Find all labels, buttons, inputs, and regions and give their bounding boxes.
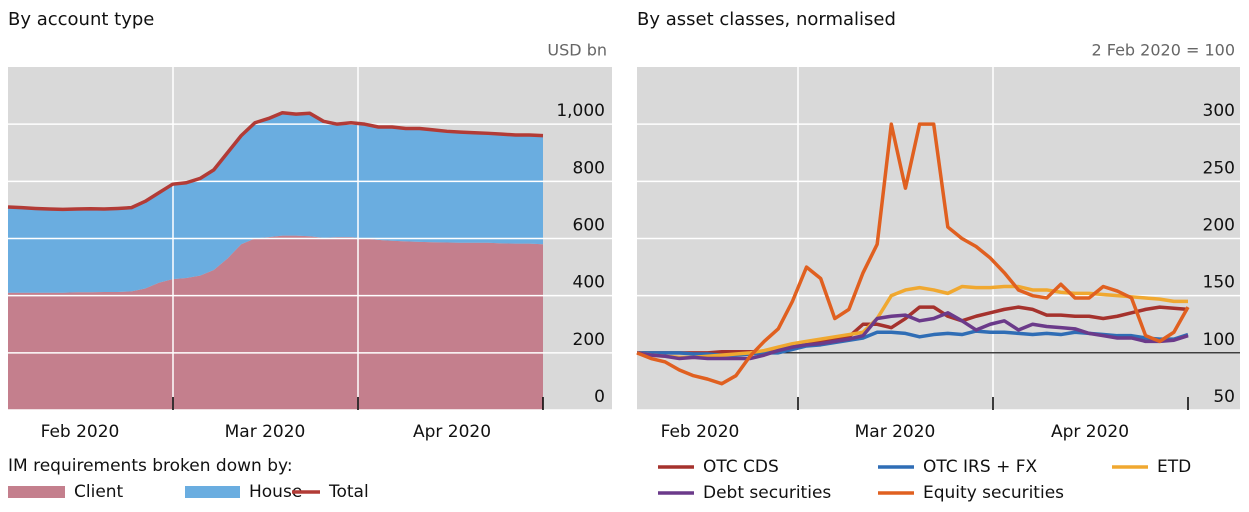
unit-label: 2 Feb 2020 = 100: [1091, 41, 1235, 60]
unit-label: USD bn: [547, 41, 607, 60]
line: [636, 122, 1190, 386]
y-tick-label: 0: [594, 387, 605, 407]
y-tick-label: 250: [1203, 158, 1235, 178]
panel-title: By account type: [8, 9, 154, 30]
y-tick-label: 300: [1203, 101, 1235, 121]
y-tick-label: 200: [1203, 216, 1235, 236]
legend-swatch: [8, 486, 65, 498]
panel-title: By asset classes, normalised: [637, 9, 896, 30]
x-tick-label: Mar 2020: [225, 422, 306, 442]
area: [8, 112, 543, 293]
y-tick-label: 150: [1203, 273, 1235, 293]
legend-label: OTC IRS + FX: [923, 457, 1037, 477]
line: [637, 305, 1189, 355]
y-tick-label: 200: [573, 330, 605, 350]
line: [636, 311, 1189, 361]
legend-title: IM requirements broken down by:: [8, 456, 293, 476]
y-tick-label: 50: [1213, 387, 1235, 407]
x-tick-label: Feb 2020: [41, 422, 120, 442]
area: [8, 235, 543, 410]
y-tick-label: 100: [1203, 330, 1235, 350]
y-tick-label: 600: [573, 216, 605, 236]
legend-label: ETD: [1157, 457, 1191, 477]
x-tick-label: Apr 2020: [1051, 422, 1129, 442]
x-tick-label: Mar 2020: [855, 422, 936, 442]
y-tick-label: 1,000: [556, 101, 605, 121]
legend-label: OTC CDS: [703, 457, 779, 477]
y-tick-label: 400: [573, 273, 605, 293]
legend-label: Debt securities: [703, 483, 831, 503]
legend-label: House: [249, 482, 302, 502]
legend-label: Equity securities: [923, 483, 1064, 503]
x-tick-label: Feb 2020: [661, 422, 740, 442]
legend-swatch: [185, 486, 240, 498]
legend-label: Total: [328, 482, 369, 502]
y-tick-label: 800: [573, 158, 605, 178]
x-tick-label: Apr 2020: [413, 422, 491, 442]
legend-label: Client: [74, 482, 124, 502]
line: [7, 110, 544, 212]
